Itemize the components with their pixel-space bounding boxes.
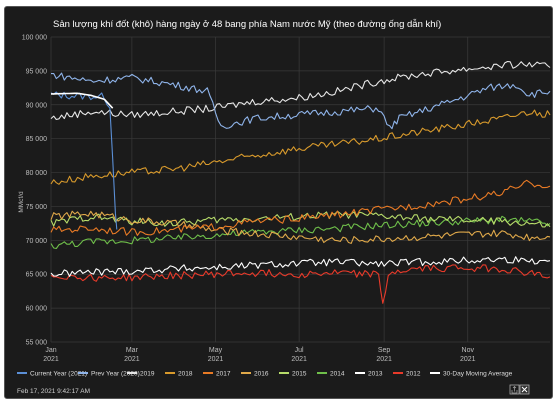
y-axis: 100 000 95 000 90 000 85 000 80 000 75 000 70 …: [22, 35, 47, 347]
y-tick-label: 100 000: [22, 35, 47, 42]
legend-item[interactable]: 2014: [330, 370, 345, 377]
series-line: [50, 256, 551, 277]
timestamp: Feb 17, 2021 9:42:17 AM: [17, 388, 90, 395]
y-tick-label: 75 000: [26, 204, 48, 211]
x-tick-year: 2021: [43, 356, 59, 363]
legend-item[interactable]: Prev Year (2020): [91, 370, 140, 377]
series-line: [51, 92, 114, 109]
legend-item[interactable]: 2018: [178, 370, 193, 377]
legend-item[interactable]: 2015: [292, 370, 307, 377]
legend-item[interactable]: Current Year (2021): [30, 370, 87, 377]
y-tick-label: 80 000: [26, 170, 48, 177]
y-tick-label: 85 000: [26, 136, 48, 143]
y-tick-label: 70 000: [26, 238, 48, 245]
y-tick-label: 90 000: [26, 102, 48, 109]
x-tick-label: Jan: [45, 347, 56, 354]
close-button[interactable]: [519, 384, 530, 395]
x-tick-label: Jul: [295, 347, 304, 354]
series-line: [50, 109, 551, 185]
x-axis: Jan 2021 Mar 2021 May 2021 Jul 2021 Sep 2021 Nov 20…: [43, 347, 475, 363]
grid: [50, 36, 550, 343]
close-icon: [521, 386, 528, 393]
series-line: [50, 264, 551, 304]
x-tick-label: Sep: [378, 347, 391, 354]
y-tick-label: 65 000: [26, 272, 48, 279]
series-line: [50, 210, 551, 244]
series-line: [50, 72, 551, 130]
x-tick-year: 2021: [460, 356, 476, 363]
y-tick-label: 60 000: [26, 306, 48, 313]
series-line: [50, 60, 551, 121]
chart-panel: Sản lượng khí đốt (khô) hàng ngày ở 48 b…: [4, 6, 553, 399]
series-lines: [50, 60, 551, 304]
x-tick-label: Mar: [126, 347, 139, 354]
y-axis-label: MMcf/d: [18, 191, 25, 213]
x-tick-year: 2021: [124, 356, 140, 363]
legend-item[interactable]: 2019: [140, 370, 155, 377]
legend-item[interactable]: 2013: [368, 370, 383, 377]
legend-item[interactable]: 2012: [406, 370, 421, 377]
x-tick-label: Nov: [462, 347, 475, 354]
y-tick-label: 55 000: [26, 340, 48, 347]
y-tick-label: 95 000: [26, 68, 48, 75]
legend-item[interactable]: 2016: [254, 370, 269, 377]
chart-svg: Sản lượng khí đốt (khô) hàng ngày ở 48 b…: [17, 19, 551, 395]
legend-item[interactable]: 30-Day Moving Average: [443, 370, 513, 377]
series-line: [50, 91, 118, 230]
series-line: [50, 179, 551, 236]
export-icon: [511, 386, 518, 394]
x-tick-label: May: [209, 347, 223, 354]
export-button[interactable]: [509, 384, 520, 395]
x-tick-year: 2021: [291, 356, 307, 363]
x-tick-year: 2021: [208, 356, 224, 363]
legend-item[interactable]: 2017: [216, 370, 231, 377]
chart-title: Sản lượng khí đốt (khô) hàng ngày ở 48 b…: [53, 19, 441, 30]
series-line: [50, 215, 551, 250]
x-tick-year: 2021: [376, 356, 392, 363]
legend: Current Year (2021) Prev Year (2020) 2019 2…: [17, 370, 513, 377]
